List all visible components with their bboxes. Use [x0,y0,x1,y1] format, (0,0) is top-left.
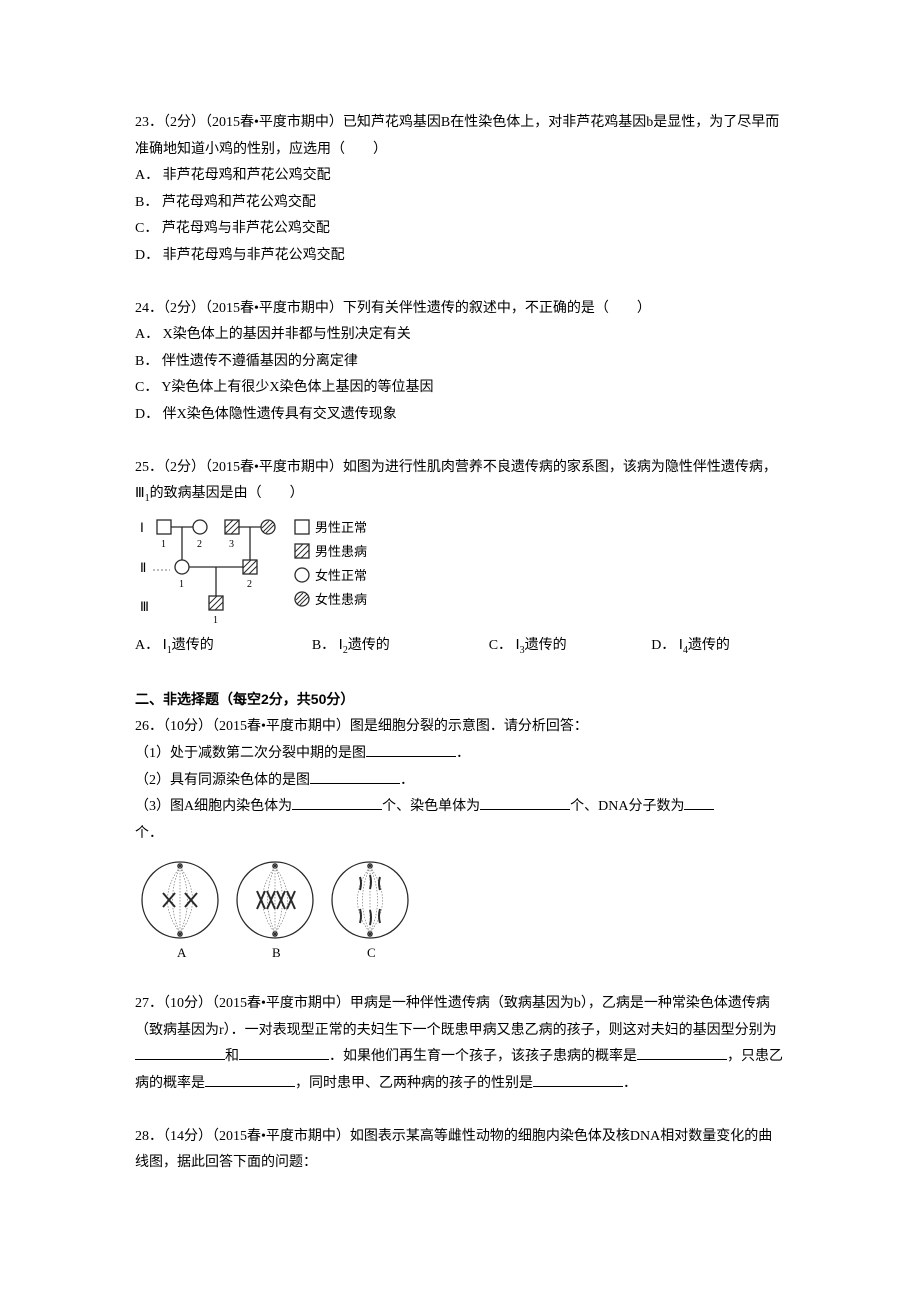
q25-b-post: 遗传的 [348,638,390,653]
q27-text: 27．（10分）（2015春•平度市期中）甲病是一种伴性遗传病（致病基因为b），… [135,991,785,1097]
q25-options-row: A． Ⅰ1遗传的 B． Ⅰ2遗传的 C． Ⅰ3遗传的 D． Ⅰ4遗传的 [135,633,785,660]
question-23: 23．（2分）（2015春•平度市期中）已知芦花鸡基因B在性染色体上，对非芦花鸡… [135,110,785,270]
q27-t2: 和 [225,1049,239,1064]
cell-B [237,862,313,938]
pedigree-figure: Ⅰ Ⅱ Ⅲ 1 2 3 [135,514,785,629]
question-28: 28．（14分）（2015春•平度市期中）如图表示某高等雌性动物的细胞内染色体及… [135,1124,785,1177]
q23-stem: 23．（2分）（2015春•平度市期中）已知芦花鸡基因B在性染色体上，对非芦花鸡… [135,110,785,163]
q25-a-pre: A． Ⅰ [135,638,167,653]
blank-field [205,1072,295,1087]
q24-stem: 24．（2分）（2015春•平度市期中）下列有关伴性遗传的叙述中，不正确的是（ … [135,296,785,323]
blank-field [239,1045,329,1060]
q25-stem-part2: 的致病基因是由（ ） [150,486,304,501]
q26-p2: （2）具有同源染色体的是图 ． [135,768,785,795]
legend-male-normal-icon [295,520,309,534]
blank-field [637,1045,727,1060]
q25-option-a: A． Ⅰ1遗传的 [135,633,312,660]
q26-p2-post: ． [400,773,414,788]
q27-t1: 27．（10分）（2015春•平度市期中）甲病是一种伴性遗传病（致病基因为b），… [135,996,777,1038]
legend-female-normal-text: 女性正常 [315,568,367,583]
cell-C-label: C [367,945,376,960]
ped-II1-num: 1 [179,579,184,590]
q25-stem: 25．（2分）（2015春•平度市期中）如图为进行性肌肉营养不良遗传病的家系图，… [135,455,785,508]
q25-c-pre: C． Ⅰ [489,638,520,653]
blank-field [292,795,382,810]
cells-svg: A [135,855,415,965]
question-24: 24．（2分）（2015春•平度市期中）下列有关伴性遗传的叙述中，不正确的是（ … [135,296,785,429]
q25-c-post: 遗传的 [525,638,567,653]
ped-I2-circle [193,520,207,534]
legend-female-normal-icon [295,568,309,582]
q25-d-post: 遗传的 [688,638,730,653]
q25-d-pre: D． Ⅰ [651,638,683,653]
legend-male-affect-text: 男性患病 [315,544,367,559]
pedigree-svg: Ⅰ Ⅱ Ⅲ 1 2 3 [135,514,430,629]
legend-female-affect-icon [295,592,309,606]
q26-p3: （3）图A细胞内染色体为 个、染色单体为 个、DNA分子数为个． [135,794,785,847]
q23-option-d: D． 非芦花母鸡与非芦花公鸡交配 [135,243,785,270]
q26-p3-mid2: 个、DNA分子数为 [570,799,684,814]
q23-option-c: C． 芦花母鸡与非芦花公鸡交配 [135,216,785,243]
ped-I2-num: 2 [197,539,202,550]
blank-field [310,769,400,784]
gen-label-I: Ⅰ [140,520,144,535]
blank-field [480,795,570,810]
cell-C [332,862,408,938]
q26-p3-mid1: 个、染色单体为 [382,799,480,814]
legend-male-normal-text: 男性正常 [315,520,367,535]
gen-label-III: Ⅲ [140,599,149,614]
q26-p1-pre: （1）处于减数第二次分裂中期的是图 [135,746,366,761]
cell-B-label: B [272,945,281,960]
q28-stem: 28．（14分）（2015春•平度市期中）如图表示某高等雌性动物的细胞内染色体及… [135,1124,785,1177]
q26-p3-pre: （3）图A细胞内染色体为 [135,799,292,814]
ped-I1-square [157,520,171,534]
q26-p1-post: ． [456,746,470,761]
section-2-title: 二、非选择题（每空2分，共50分） [135,686,785,713]
blank-field [684,795,714,810]
q24-option-b: B． 伴性遗传不遵循基因的分离定律 [135,349,785,376]
ped-I3-num: 3 [229,539,234,550]
q23-option-b: B． 芦花母鸡和芦花公鸡交配 [135,190,785,217]
ped-II2-num: 2 [247,579,252,590]
q25-option-c: C． Ⅰ3遗传的 [489,633,652,660]
q26-p1: （1）处于减数第二次分裂中期的是图 ． [135,741,785,768]
legend-male-affect-icon [295,544,309,558]
q26-stem: 26．（10分）（2015春•平度市期中）图是细胞分裂的示意图．请分析回答： [135,714,785,741]
question-27: 27．（10分）（2015春•平度市期中）甲病是一种伴性遗传病（致病基因为b），… [135,991,785,1097]
q27-t3: ．如果他们再生育一个孩子，该孩子患病的概率是 [329,1049,637,1064]
ped-III1-num: 1 [213,615,218,626]
legend-female-affect-text: 女性患病 [315,592,367,607]
cell-A-label: A [177,945,187,960]
q24-option-a: A． X染色体上的基因并非都与性别决定有关 [135,322,785,349]
q27-t6: ． [623,1076,637,1091]
ped-III1-square-affected [209,596,223,610]
q25-option-d: D． Ⅰ4遗传的 [651,633,785,660]
q26-p3-post: 个． [135,826,163,841]
blank-field [366,742,456,757]
ped-II2-square-affected [243,560,257,574]
q24-option-c: C． Y染色体上有很少X染色体上基因的等位基因 [135,375,785,402]
question-25: 25．（2分）（2015春•平度市期中）如图为进行性肌肉营养不良遗传病的家系图，… [135,455,785,660]
cell-A [142,862,218,938]
q24-option-d: D． 伴X染色体隐性遗传具有交叉遗传现象 [135,402,785,429]
ped-II1-circle [175,560,189,574]
ped-I1-num: 1 [161,539,166,550]
q25-option-b: B． Ⅰ2遗传的 [312,633,489,660]
q26-p2-pre: （2）具有同源染色体的是图 [135,773,310,788]
blank-field [533,1072,623,1087]
q25-b-pre: B． Ⅰ [312,638,343,653]
ped-I3-square-affected [225,520,239,534]
blank-field [135,1045,225,1060]
exam-page: 23．（2分）（2015春•平度市期中）已知芦花鸡基因B在性染色体上，对非芦花鸡… [0,0,920,1217]
q25-a-post: 遗传的 [172,638,214,653]
question-26: 26．（10分）（2015春•平度市期中）图是细胞分裂的示意图．请分析回答： （… [135,714,785,965]
q23-option-a: A． 非芦花母鸡和芦花公鸡交配 [135,163,785,190]
ped-I4-circle-affected [261,520,275,534]
q27-t5: ，同时患甲、乙两种病的孩子的性别是 [295,1076,533,1091]
cell-diagrams: A [135,855,785,965]
gen-label-II: Ⅱ [140,560,146,575]
